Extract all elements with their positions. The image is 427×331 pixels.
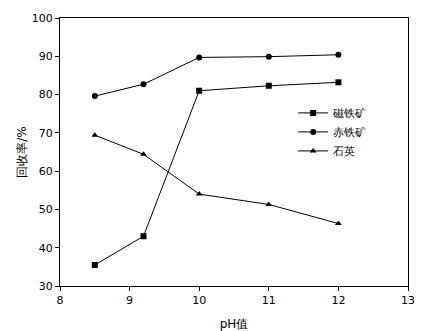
svg-text:11: 11: [262, 294, 276, 307]
svg-text:13: 13: [401, 294, 415, 307]
svg-text:60: 60: [39, 165, 53, 178]
svg-text:100: 100: [32, 12, 53, 25]
svg-text:pH值: pH值: [220, 317, 249, 331]
svg-text:磁铁矿: 磁铁矿: [332, 107, 366, 120]
svg-text:80: 80: [39, 88, 53, 101]
svg-text:70: 70: [39, 127, 53, 140]
svg-text:10: 10: [192, 294, 206, 307]
svg-text:40: 40: [39, 242, 53, 255]
svg-text:回收率/%: 回收率/%: [15, 126, 29, 177]
svg-text:50: 50: [39, 203, 53, 216]
svg-text:赤铁矿: 赤铁矿: [333, 126, 366, 139]
svg-text:30: 30: [39, 280, 53, 293]
svg-text:9: 9: [126, 294, 133, 307]
svg-text:8: 8: [57, 294, 64, 307]
svg-text:12: 12: [331, 294, 345, 307]
svg-text:90: 90: [39, 50, 53, 63]
svg-text:石英: 石英: [333, 145, 355, 158]
